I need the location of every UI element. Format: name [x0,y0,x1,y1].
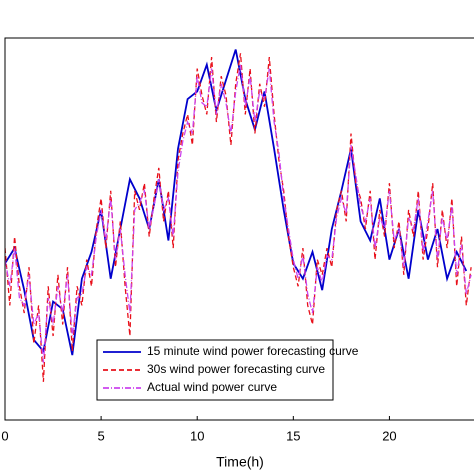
series-line [5,49,468,356]
legend-label: 30s wind power forecasting curve [147,362,325,376]
plot-frame [4,37,474,421]
x-tick-label: 15 [286,428,300,443]
x-tick-label: 20 [382,428,396,443]
legend-label: Actual wind power curve [147,380,277,394]
x-tick-label: 10 [190,428,204,443]
x-tick-label: 0 [1,428,8,443]
series-line [5,53,472,382]
x-tick-label: 5 [97,428,104,443]
x-axis-label: Time(h) [216,454,264,470]
legend-label: 15 minute wind power forecasting curve [147,344,359,358]
series-line [5,64,472,363]
